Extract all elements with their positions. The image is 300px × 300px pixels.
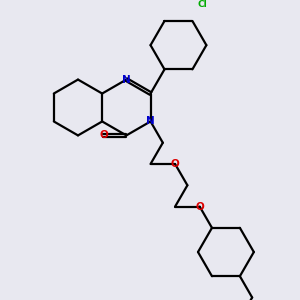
Text: O: O — [195, 202, 204, 212]
Text: O: O — [99, 130, 108, 140]
Text: O: O — [171, 159, 179, 169]
Text: N: N — [122, 75, 131, 85]
Text: Cl: Cl — [197, 0, 207, 9]
Text: N: N — [146, 116, 155, 127]
